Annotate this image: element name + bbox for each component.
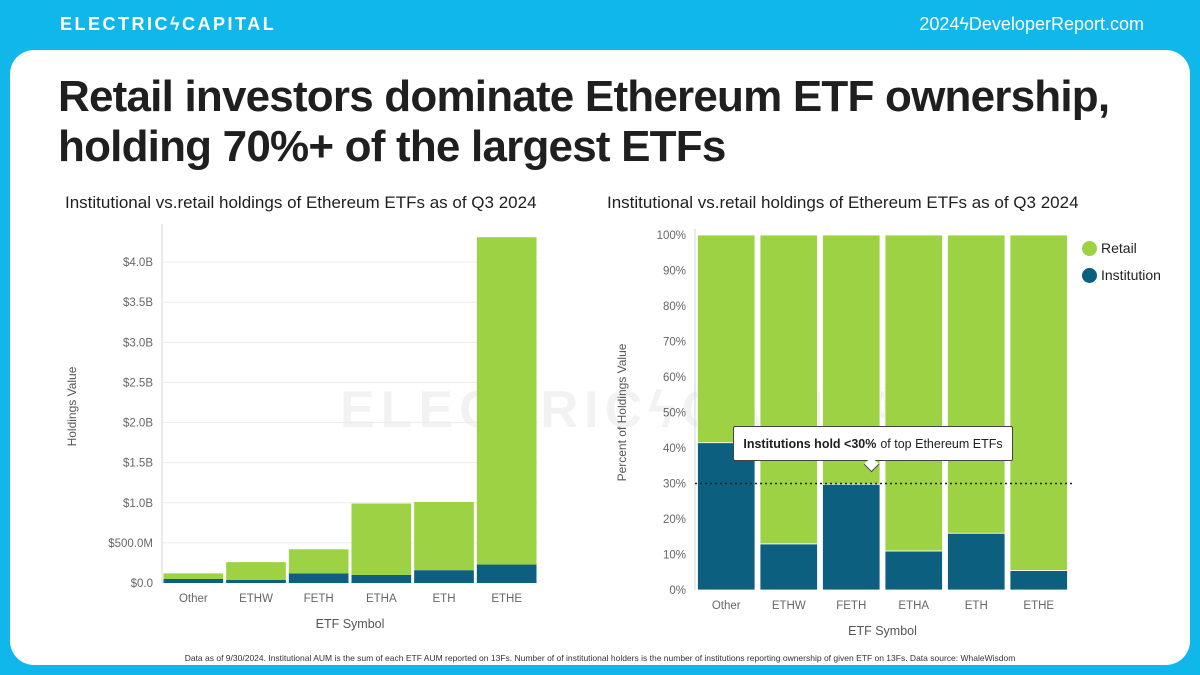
x-axis-title: ETF Symbol xyxy=(316,617,385,631)
bar-retail-eth xyxy=(947,234,1006,534)
y-tick-label: $2.0B xyxy=(123,418,153,430)
bar-institution-feth xyxy=(822,483,881,591)
x-tick-label: ETHE xyxy=(1023,600,1054,612)
legend-swatch-retail xyxy=(1082,240,1097,256)
y-tick-label: $1.0B xyxy=(123,498,153,510)
brand-logo: ELECTRICϟCAPITAL xyxy=(60,14,277,34)
y-tick-label: $1.5B xyxy=(123,458,153,470)
x-tick-label: ETHW xyxy=(772,600,806,612)
x-tick-label: Other xyxy=(712,600,741,612)
y-axis-title: Percent of Holdings Value xyxy=(615,343,629,481)
bar-retail-ethe xyxy=(476,237,537,565)
bar-retail-eth xyxy=(414,501,474,571)
y-tick-label: $3.5B xyxy=(123,297,153,309)
y-tick-label: $3.0B xyxy=(123,337,153,349)
left-chart-title: Institutional vs.retail holdings of Ethe… xyxy=(65,193,537,212)
bar-retail-etha xyxy=(351,503,412,575)
y-tick-label: 60% xyxy=(663,372,686,384)
y-tick-label: 30% xyxy=(663,479,686,491)
legend-item-retail[interactable]: Retail xyxy=(1082,240,1161,256)
y-tick-label: 80% xyxy=(663,301,686,313)
x-tick-label: ETHE xyxy=(491,593,522,605)
y-tick-label: 100% xyxy=(657,230,686,242)
y-tick-label: 10% xyxy=(663,550,686,562)
x-tick-label: ETHW xyxy=(239,593,273,605)
bar-institution-etha xyxy=(884,550,943,591)
legend-label-institution: Institution xyxy=(1101,267,1161,283)
bar-institution-other xyxy=(697,442,756,591)
bar-retail-feth xyxy=(288,549,349,574)
x-tick-label: Other xyxy=(179,593,208,605)
y-tick-label: $500.0M xyxy=(108,538,153,550)
legend-label-retail: Retail xyxy=(1101,240,1137,256)
legend: Retail Institution xyxy=(1082,240,1161,294)
y-tick-label: 0% xyxy=(669,585,686,597)
x-axis-title: ETF Symbol xyxy=(848,624,917,638)
y-tick-label: 50% xyxy=(663,408,686,420)
bar-retail-other xyxy=(163,573,224,579)
x-tick-label: ETH xyxy=(965,600,988,612)
bar-institution-feth xyxy=(288,573,349,583)
bar-institution-other xyxy=(163,578,224,583)
bar-institution-ethw xyxy=(226,579,286,583)
legend-item-institution[interactable]: Institution xyxy=(1082,267,1161,283)
y-tick-label: 40% xyxy=(663,443,686,455)
page-title: Retail investors dominate Ethereum ETF o… xyxy=(58,72,1110,171)
y-axis-title: Holdings Value xyxy=(65,366,79,446)
y-tick-label: $2.5B xyxy=(123,377,153,389)
callout-bold-text: Institutions hold <30% xyxy=(743,436,877,451)
x-tick-label: ETH xyxy=(433,593,456,605)
callout-text: of top Ethereum ETFs xyxy=(880,436,1003,451)
holdings-value-chart: $0.0 $500.0M $1.0B $1.5B $2.0B $2.5B $3.0B $3.5… xyxy=(65,224,538,631)
y-tick-label: $4.0B xyxy=(123,257,153,269)
bar-institution-eth xyxy=(414,570,474,583)
bar-retail-ethw xyxy=(759,234,818,545)
footnote: Data as of 9/30/2024. Institutional AUM … xyxy=(184,653,1016,663)
bar-institution-ethe xyxy=(1009,570,1068,591)
y-tick-label: 90% xyxy=(663,266,686,278)
bar-institution-ethw xyxy=(759,543,818,591)
x-tick-label: FETH xyxy=(304,593,334,605)
bar-retail-ethe xyxy=(1009,234,1068,571)
bar-institution-ethe xyxy=(476,564,537,583)
bar-retail-ethw xyxy=(226,562,286,580)
bar-institution-etha xyxy=(351,574,412,583)
x-tick-label: ETHA xyxy=(898,600,929,612)
report-card: Retail investors dominate Ethereum ETF o… xyxy=(10,50,1190,665)
y-tick-label: 70% xyxy=(663,337,686,349)
y-tick-label: 20% xyxy=(663,514,686,526)
right-chart-title: Institutional vs.retail holdings of Ethe… xyxy=(607,193,1079,212)
bar-institution-eth xyxy=(947,532,1006,591)
annotation-callout: Institutions hold <30% of top Ethereum E… xyxy=(733,426,1013,461)
bar-retail-other xyxy=(697,234,756,444)
x-tick-label: ETHA xyxy=(366,593,397,605)
x-tick-label: FETH xyxy=(836,600,866,612)
y-tick-label: $0.0 xyxy=(131,578,153,590)
holdings-percent-chart: 0% 10% 20% 30% 40% 50% 60% 70% 80% 90% 100% Other ET… xyxy=(615,229,1072,638)
legend-swatch-institution xyxy=(1082,267,1097,283)
site-url[interactable]: 2024ϟDeveloperReport.com xyxy=(919,14,1144,34)
bar-retail-etha xyxy=(884,234,943,552)
